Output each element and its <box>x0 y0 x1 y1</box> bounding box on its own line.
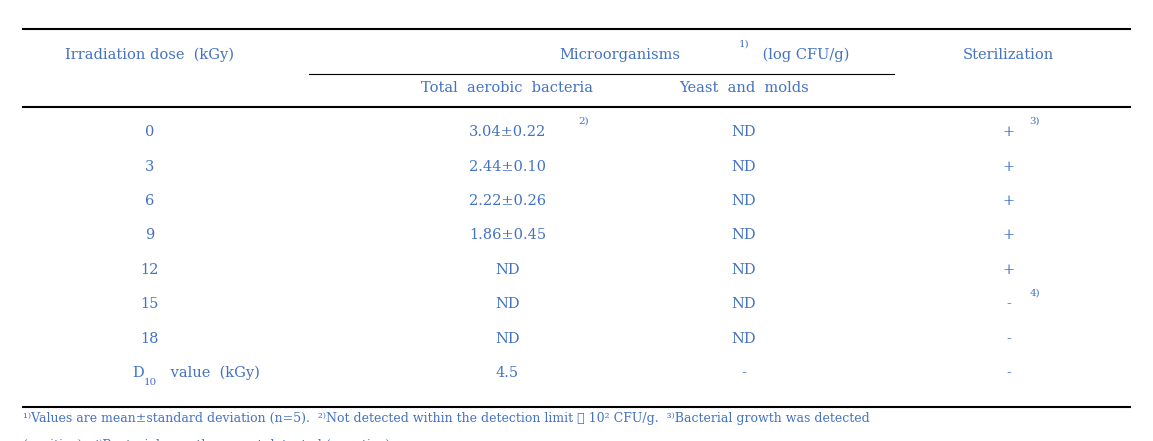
Text: ND: ND <box>731 332 756 346</box>
Text: ND: ND <box>731 228 756 243</box>
Text: ND: ND <box>495 297 520 311</box>
Text: 0: 0 <box>145 125 155 139</box>
Text: ND: ND <box>731 160 756 174</box>
Text: +: + <box>1003 125 1015 139</box>
Text: 3.04±0.22: 3.04±0.22 <box>469 125 545 139</box>
Text: -: - <box>1007 332 1011 346</box>
Text: 1): 1) <box>738 40 749 49</box>
Text: Sterilization: Sterilization <box>963 48 1055 62</box>
Text: 12: 12 <box>141 263 159 277</box>
Text: Microorganisms: Microorganisms <box>559 48 680 62</box>
Text: -: - <box>1007 297 1011 311</box>
Text: ND: ND <box>731 125 756 139</box>
Text: Total  aerobic  bacteria: Total aerobic bacteria <box>421 81 594 95</box>
Text: ND: ND <box>495 332 520 346</box>
Text: (log CFU/g): (log CFU/g) <box>759 48 850 62</box>
Text: 9: 9 <box>145 228 155 243</box>
Text: +: + <box>1003 194 1015 208</box>
Text: ND: ND <box>731 263 756 277</box>
Text: -: - <box>1007 366 1011 380</box>
Text: +: + <box>1003 160 1015 174</box>
Text: 3): 3) <box>1030 117 1040 126</box>
Text: +: + <box>1003 228 1015 243</box>
Text: Yeast  and  molds: Yeast and molds <box>679 81 808 95</box>
Text: ND: ND <box>731 194 756 208</box>
Text: 18: 18 <box>141 332 159 346</box>
Text: ND: ND <box>495 263 520 277</box>
Text: ¹⁾Values are mean±standard deviation (n=5).  ²⁾Not detected within the detection: ¹⁾Values are mean±standard deviation (n=… <box>23 411 869 425</box>
Text: (positive).  ⁴⁾Bacterial growth was not detected (negative).: (positive). ⁴⁾Bacterial growth was not d… <box>23 439 394 441</box>
Text: Irradiation dose  (kGy): Irradiation dose (kGy) <box>66 48 234 62</box>
Text: 1.86±0.45: 1.86±0.45 <box>469 228 545 243</box>
Text: 2.44±0.10: 2.44±0.10 <box>469 160 545 174</box>
Text: D: D <box>133 366 144 380</box>
Text: +: + <box>1003 263 1015 277</box>
Text: 10: 10 <box>144 378 157 387</box>
Text: 2.22±0.26: 2.22±0.26 <box>469 194 545 208</box>
Text: value  (kGy): value (kGy) <box>166 366 261 380</box>
Text: ND: ND <box>731 297 756 311</box>
Text: 6: 6 <box>145 194 155 208</box>
Text: 3: 3 <box>145 160 155 174</box>
Text: 15: 15 <box>141 297 159 311</box>
Text: 4.5: 4.5 <box>496 366 519 380</box>
Text: -: - <box>741 366 746 380</box>
Text: 2): 2) <box>579 117 589 126</box>
Text: 4): 4) <box>1030 289 1040 298</box>
